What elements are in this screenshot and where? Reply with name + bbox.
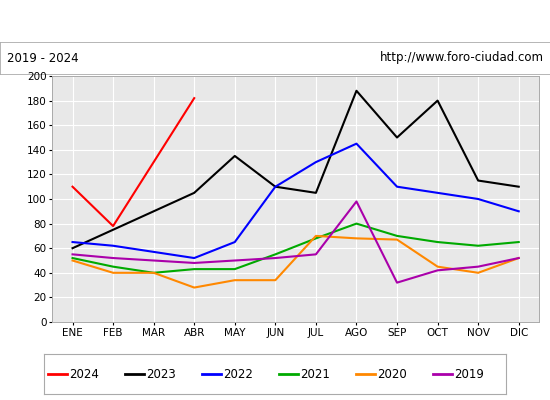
Text: 2020: 2020	[377, 368, 407, 380]
Text: 2021: 2021	[300, 368, 331, 380]
Text: 2019 - 2024: 2019 - 2024	[7, 52, 78, 64]
Text: 2022: 2022	[223, 368, 254, 380]
Text: 2023: 2023	[146, 368, 176, 380]
Text: 2019: 2019	[454, 368, 485, 380]
Text: http://www.foro-ciudad.com: http://www.foro-ciudad.com	[379, 52, 543, 64]
Text: 2024: 2024	[69, 368, 100, 380]
Text: Evolucion Nº Turistas Extranjeros en el municipio de Castañeda: Evolucion Nº Turistas Extranjeros en el …	[64, 14, 486, 28]
